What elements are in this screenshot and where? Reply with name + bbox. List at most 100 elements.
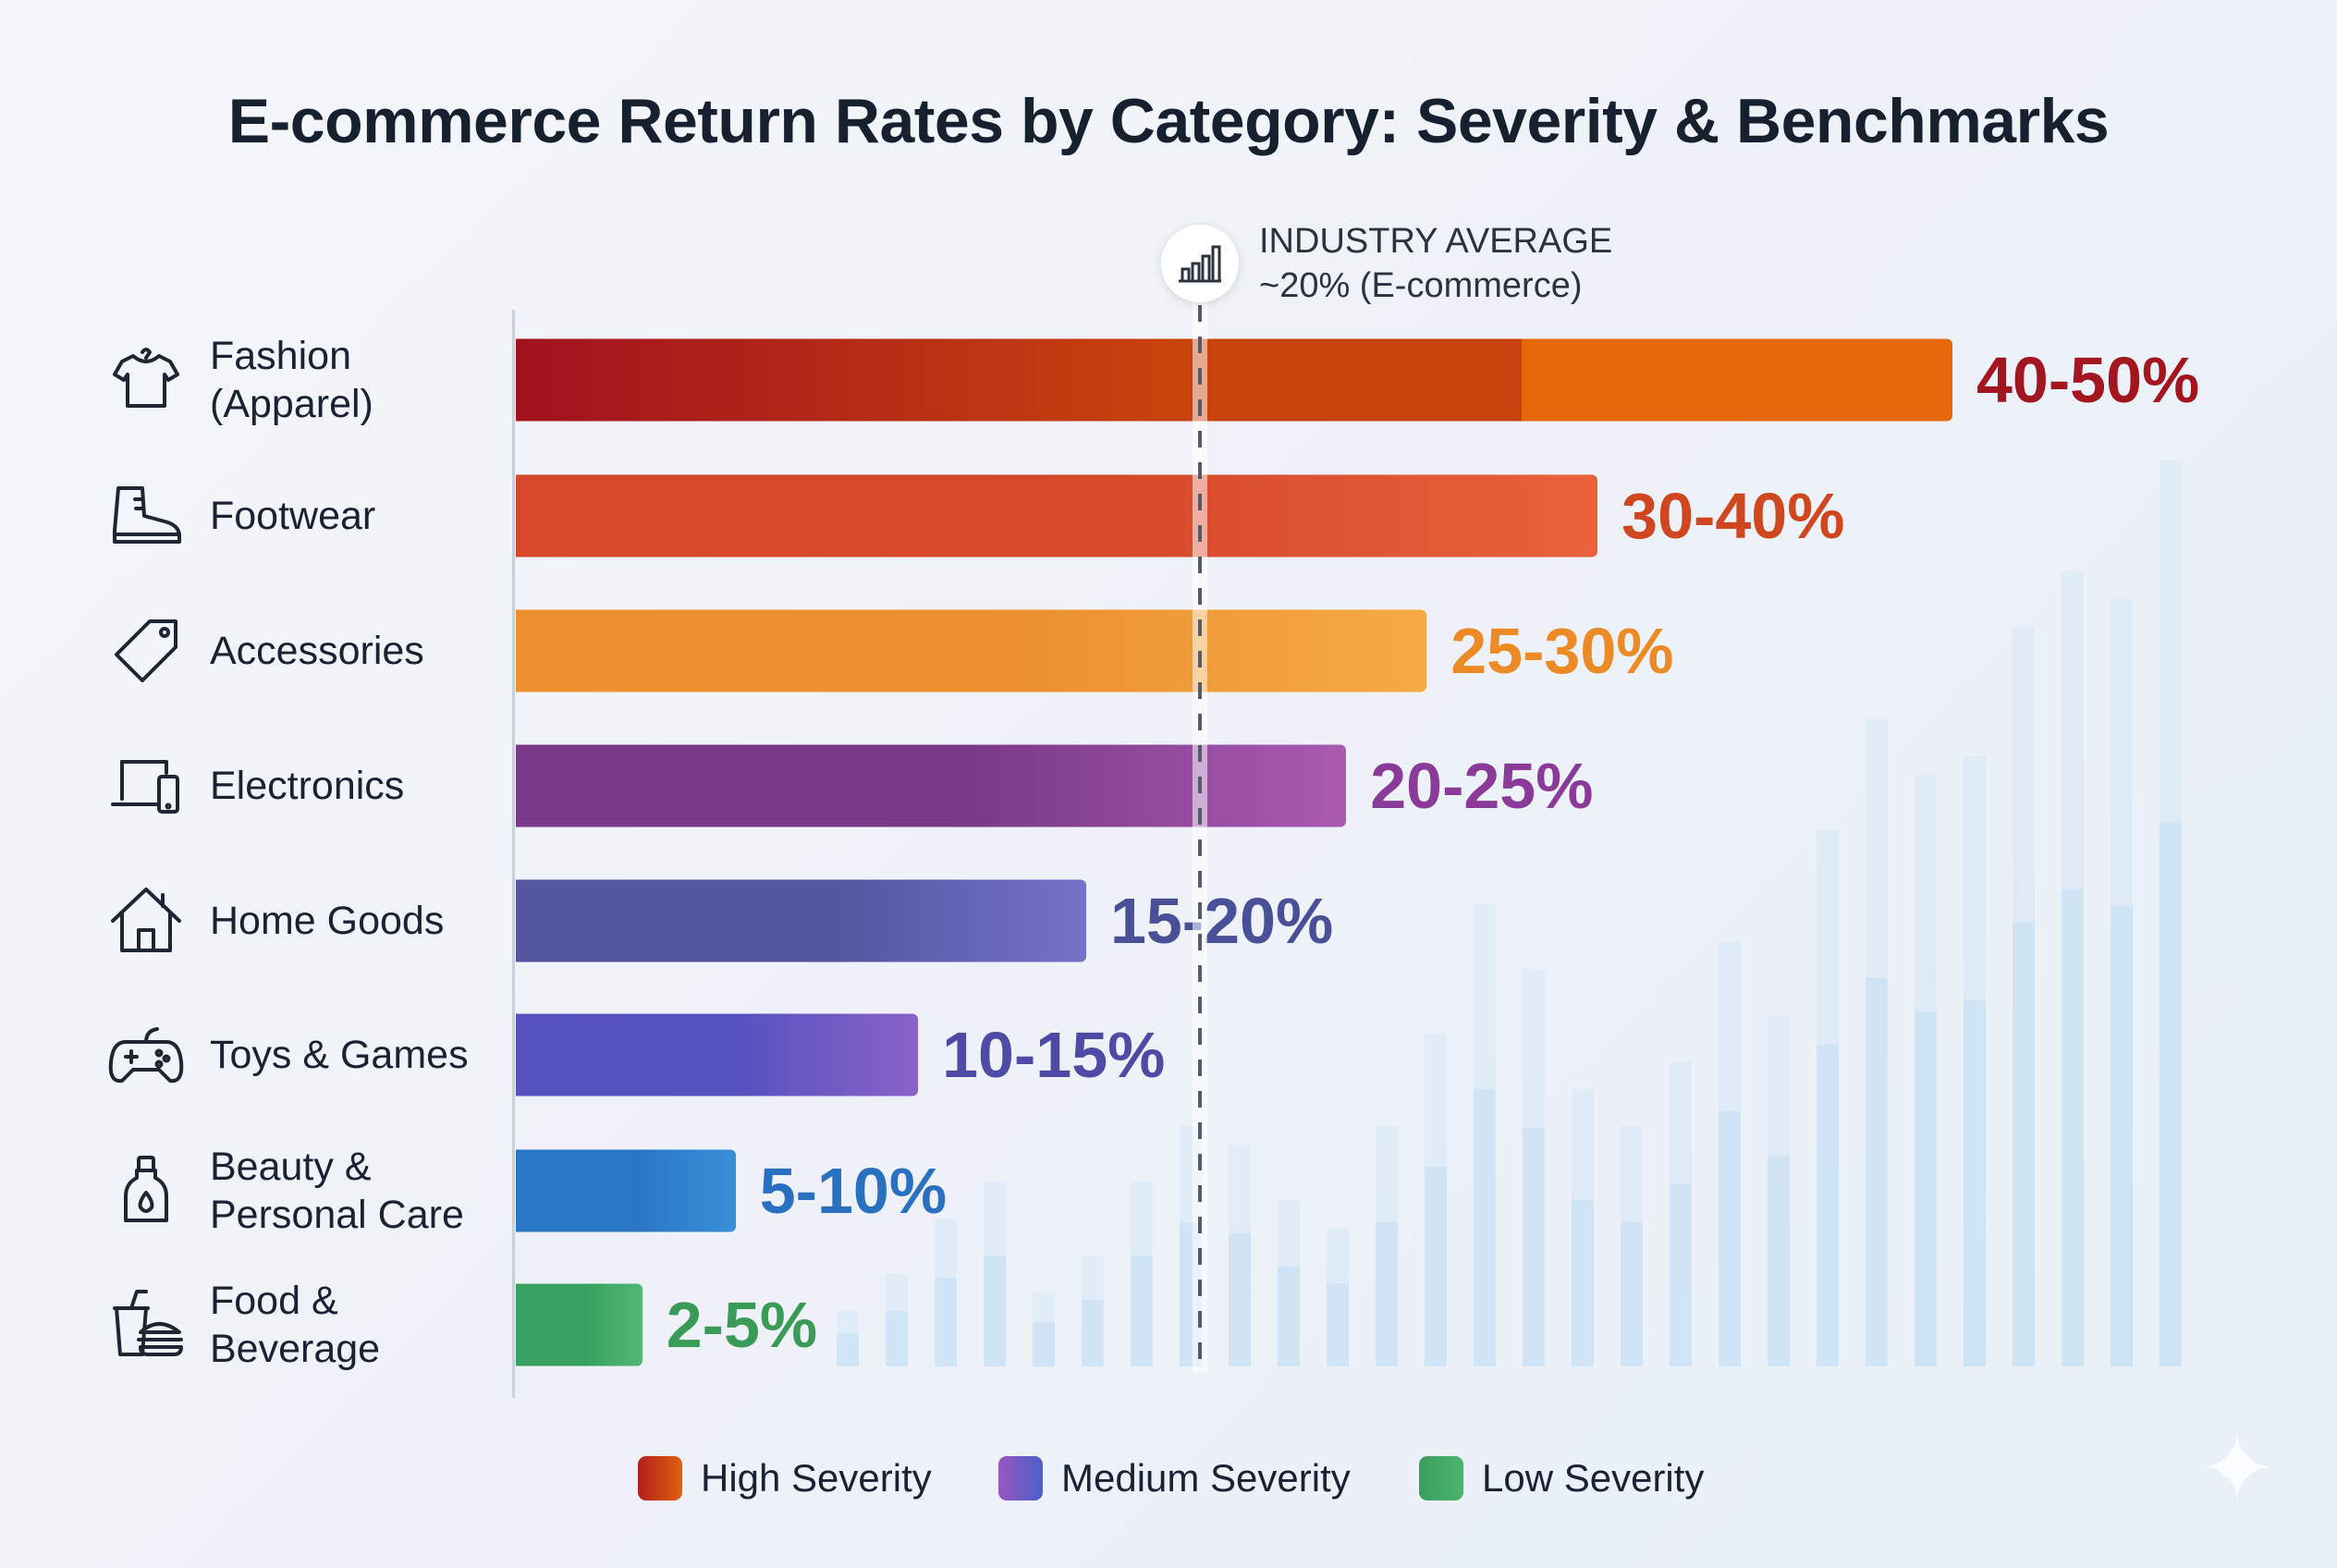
category-axis-line — [512, 310, 515, 1398]
bar-electronics — [516, 744, 1347, 827]
decorative-bar — [1033, 1322, 1055, 1366]
value-label: 2-5% — [666, 1289, 818, 1361]
value-label: 20-25% — [1370, 750, 1594, 822]
decorative-bar — [1327, 1283, 1349, 1366]
chart-title: E-commerce Return Rates by Category: Sev… — [227, 86, 2110, 156]
decorative-bar — [1229, 1145, 1251, 1366]
category-label: Toys & Games — [210, 1031, 469, 1079]
decorative-bar — [837, 1333, 859, 1366]
category-label: Beauty & Personal Care — [210, 1143, 464, 1239]
decorative-bar — [1327, 1228, 1349, 1366]
decorative-bar — [1033, 1292, 1055, 1366]
decorative-bar — [1621, 1126, 1643, 1366]
decorative-bar — [1082, 1256, 1104, 1366]
decorative-bar — [1425, 1167, 1447, 1366]
bottle-icon — [105, 1150, 187, 1231]
decorative-bar — [984, 1256, 1006, 1366]
decorative-bar — [2013, 627, 2035, 1366]
category-label-line: Food & — [210, 1279, 338, 1323]
category-label: Fashion (Apparel) — [210, 332, 373, 428]
category-label-line: Electronics — [210, 764, 405, 808]
shirt-icon — [105, 339, 187, 421]
legend-label-low: Low Severity — [1482, 1456, 1705, 1500]
industry-average-value: ~20% (E-commerce) — [1259, 266, 1583, 305]
bar-chart-icon — [1179, 245, 1222, 283]
category-label-line: Home Goods — [210, 899, 445, 943]
decorative-bar — [1670, 1061, 1692, 1366]
legend-label-medium: Medium Severity — [1061, 1456, 1351, 1500]
category-label-line: Beverage — [210, 1327, 381, 1371]
tag-icon — [105, 610, 187, 692]
category-label: Home Goods — [210, 897, 444, 945]
decorative-bar — [935, 1278, 957, 1366]
category-label: Accessories — [210, 627, 424, 675]
decorative-bar — [1376, 1222, 1398, 1366]
decorative-bar — [1523, 1128, 1545, 1366]
decorative-bar — [2062, 571, 2084, 1366]
decorative-bar — [1425, 1034, 1447, 1366]
value-label: 5-10% — [759, 1155, 948, 1227]
decorative-bar — [886, 1274, 908, 1366]
bar-footwear — [516, 474, 1598, 557]
legend-swatch-low — [1419, 1456, 1463, 1501]
decorative-bar — [1719, 1111, 1741, 1366]
value-label: 40-50% — [1976, 344, 2200, 416]
decorative-bar — [935, 1219, 957, 1366]
decorative-bar — [1915, 775, 1937, 1366]
value-label: 25-30% — [1450, 615, 1674, 687]
decorative-bar — [1915, 1011, 1937, 1366]
category-label: Footwear — [210, 492, 375, 540]
decorative-bar — [1131, 1182, 1153, 1366]
category-label-line: Beauty & — [210, 1145, 372, 1189]
decorative-bar — [2111, 906, 2133, 1366]
category-label-line: Footwear — [210, 494, 376, 538]
decorative-bar — [1817, 1045, 1839, 1366]
decorative-bar — [1866, 978, 1888, 1366]
decorative-bar — [2062, 889, 2084, 1366]
bar-toys-games — [516, 1013, 919, 1096]
category-label: Electronics — [210, 762, 404, 810]
bar-beauty-personal-care — [516, 1149, 736, 1232]
category-label: Food & Beverage — [210, 1277, 380, 1373]
decorative-bar — [1817, 830, 1839, 1366]
decorative-bar — [2160, 823, 2182, 1366]
legend-item-medium: Medium Severity — [998, 1456, 1351, 1501]
category-label-line: Personal Care — [210, 1193, 464, 1237]
decorative-bar — [1572, 1089, 1594, 1366]
decorative-bar — [1719, 941, 1741, 1366]
legend-item-high: High Severity — [638, 1456, 932, 1501]
decorative-bar — [1768, 1156, 1790, 1366]
value-label: 30-40% — [1621, 480, 1845, 552]
decorative-bar — [984, 1182, 1006, 1366]
category-label-line: Fashion — [210, 334, 351, 378]
sparkle-icon: ✦ — [2198, 1417, 2276, 1521]
gamepad-icon — [105, 1014, 187, 1096]
category-label-line: Accessories — [210, 629, 424, 673]
decorative-bar — [1376, 1126, 1398, 1366]
decorative-bar — [1523, 969, 1545, 1366]
bar-food-beverage — [516, 1283, 642, 1366]
value-label: 15-20% — [1109, 885, 1334, 957]
category-label-line: Toys & Games — [210, 1033, 469, 1077]
industry-average-line — [1198, 305, 1203, 1368]
decorative-bar — [1082, 1300, 1104, 1366]
boot-icon — [105, 475, 187, 557]
decorative-bar — [1670, 1183, 1692, 1366]
decorative-bar — [837, 1311, 859, 1366]
decorative-bar — [1131, 1256, 1153, 1366]
industry-average-badge — [1161, 225, 1240, 302]
decorative-bar — [1229, 1233, 1251, 1366]
decorative-bar — [1964, 756, 1986, 1366]
legend-swatch-high — [638, 1456, 682, 1501]
bar-fashion-apparel — [516, 338, 1952, 422]
decorative-bar — [1964, 1000, 1986, 1366]
house-icon — [105, 880, 187, 962]
legend-item-low: Low Severity — [1419, 1456, 1704, 1501]
bar-accessories — [516, 609, 1427, 692]
value-label: 10-15% — [942, 1019, 1166, 1091]
decorative-bar — [886, 1311, 908, 1366]
category-label-line: (Apparel) — [210, 382, 373, 426]
food-drink-icon — [105, 1284, 187, 1366]
bar-home-goods — [516, 879, 1086, 962]
